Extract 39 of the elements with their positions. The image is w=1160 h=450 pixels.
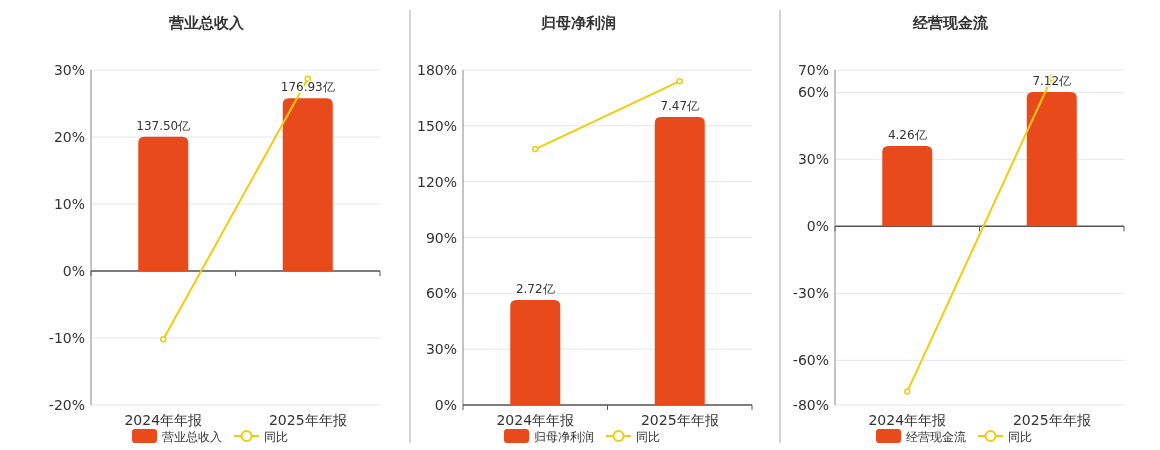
y-tick-label: 30% [425,341,457,358]
x-tick-label: 2025年年报 [640,412,719,428]
y-tick-label: 0% [62,263,85,279]
x-tick-label: 2025年年报 [1012,412,1091,428]
chart-title: 经营现金流 [911,14,989,32]
x-tick-label: 2025年年报 [268,412,347,428]
y-tick-label: 20% [53,129,85,145]
y-tick-label: 60% [425,285,457,302]
x-tick-label: 2024年年报 [496,412,575,428]
legend-label: 同比 [264,430,288,444]
data-label: 2.72亿 [515,282,555,297]
y-tick-label: -30% [792,285,829,302]
y-tick-label: -80% [792,397,829,413]
data-label: 4.26亿 [887,127,927,142]
data-label: 7.47亿 [660,98,700,113]
chart-title: 营业总收入 [167,14,245,32]
legend-label: 同比 [636,430,660,444]
legend-label: 归母净利润 [534,430,594,444]
y-tick-label: 10% [53,196,85,212]
y-tick-label: 90% [425,229,457,246]
y-tick-label: 150% [416,117,457,134]
data-label: 137.50亿 [136,118,191,133]
chart-title: 归母净利润 [539,14,616,32]
y-tick-label: 70% [797,62,829,78]
x-tick-label: 2024年年报 [124,412,203,428]
y-tick-label: 180% [416,62,457,78]
y-tick-label: 0% [806,218,829,235]
legend-label: 营业总收入 [162,430,222,444]
y-tick-label: 30% [53,62,85,78]
x-tick-label: 2024年年报 [868,412,947,428]
y-tick-label: -60% [792,352,829,369]
y-tick-label: -20% [48,397,85,413]
legend-label: 同比 [1008,430,1032,444]
legend-label: 经营现金流 [906,430,966,444]
y-tick-label: 0% [434,397,457,413]
y-tick-label: 60% [797,84,829,101]
y-tick-label: -10% [48,330,85,346]
y-tick-label: 120% [416,173,457,190]
y-tick-label: 30% [797,151,829,168]
